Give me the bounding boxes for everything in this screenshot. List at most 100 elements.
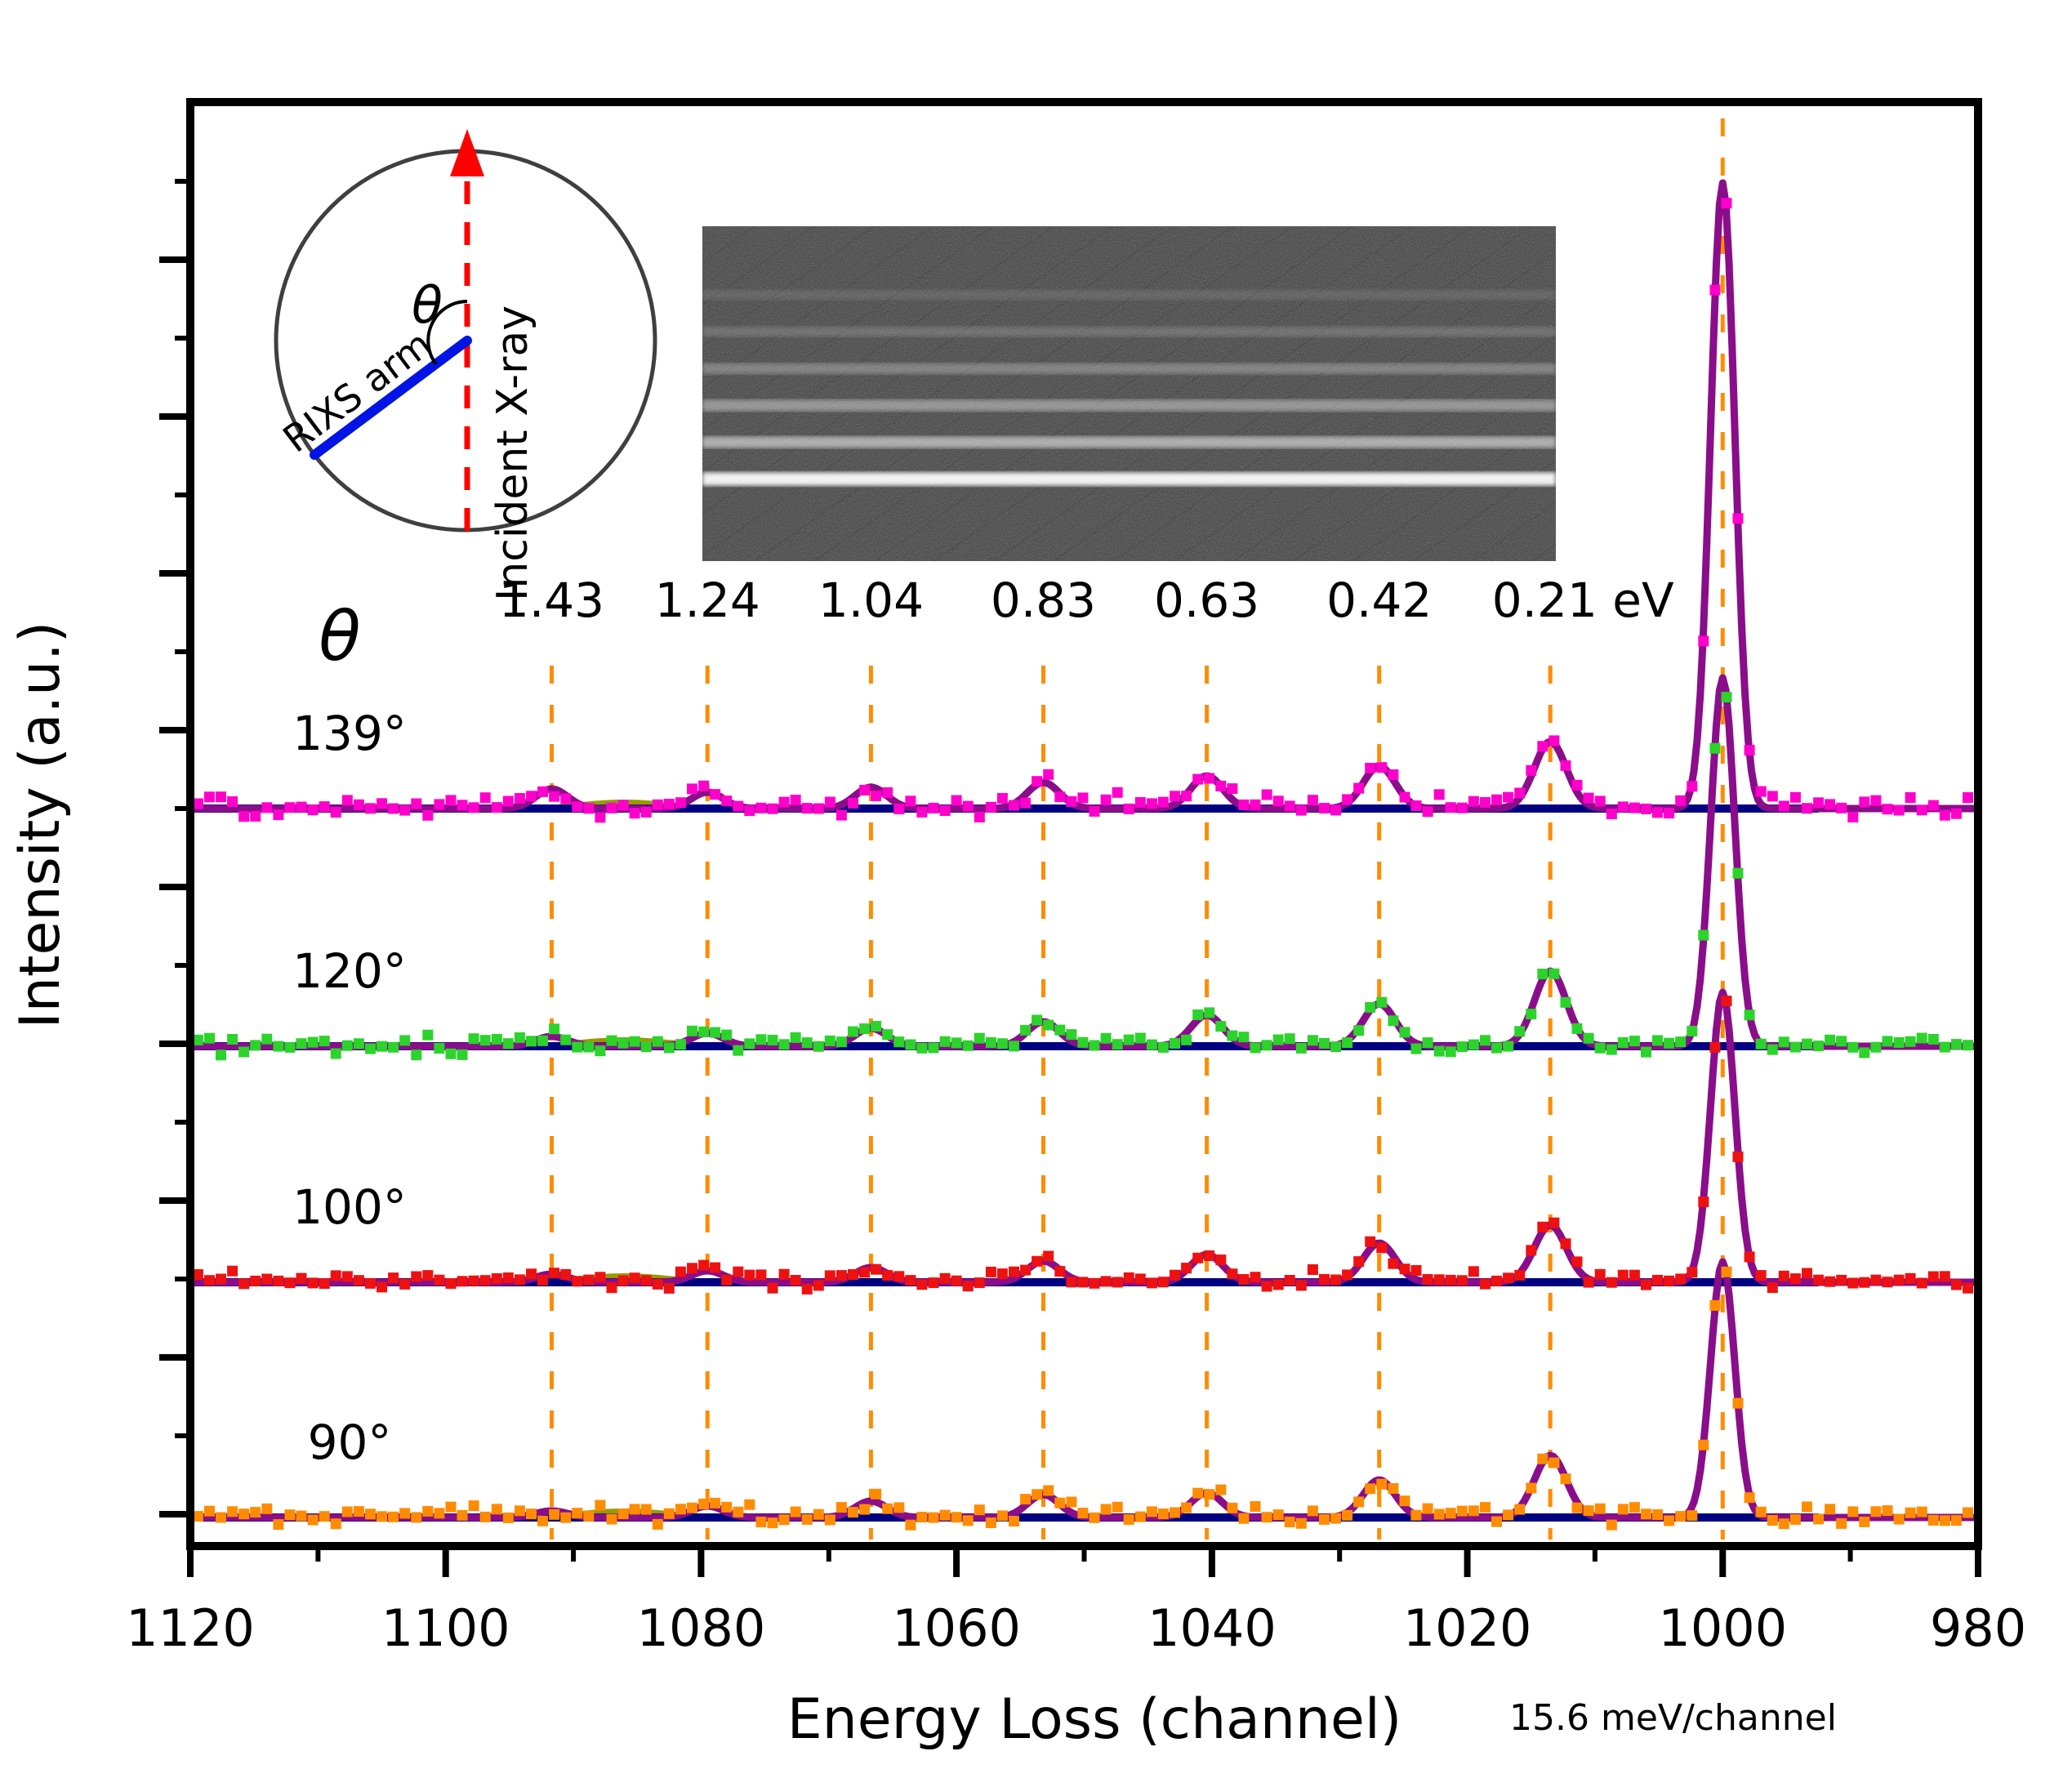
data-point <box>1388 1015 1399 1027</box>
data-point <box>1353 1025 1365 1036</box>
phonon-stripe-5 <box>702 290 1556 301</box>
data-point <box>468 1033 479 1045</box>
data-point <box>1365 1483 1376 1495</box>
data-point <box>1100 1504 1112 1515</box>
data-point <box>790 1032 801 1043</box>
data-point <box>1295 804 1307 816</box>
data-point <box>1238 1274 1250 1285</box>
data-point <box>1939 1271 1950 1282</box>
data-point <box>1134 797 1146 808</box>
data-point <box>1307 1035 1318 1046</box>
data-point <box>192 1269 203 1280</box>
data-point <box>445 1048 457 1059</box>
data-point <box>652 1278 663 1290</box>
data-point <box>652 799 663 810</box>
data-point <box>491 1273 502 1284</box>
data-point <box>1433 1508 1445 1520</box>
data-point <box>216 791 226 803</box>
data-point <box>388 1272 399 1284</box>
data-point <box>1295 1042 1307 1054</box>
data-point <box>595 1272 606 1283</box>
data-point <box>1950 808 1962 819</box>
data-point <box>491 1033 502 1045</box>
data-point <box>1112 1277 1123 1288</box>
data-point <box>572 801 583 813</box>
baseline-group <box>190 804 1819 1522</box>
data-point <box>996 1510 1008 1522</box>
data-point <box>1066 1029 1077 1041</box>
data-point <box>537 1035 548 1046</box>
data-point <box>341 795 353 806</box>
data-point <box>595 1045 606 1057</box>
data-point <box>755 1269 767 1281</box>
data-point <box>1687 1026 1698 1036</box>
data-point <box>1560 760 1571 771</box>
data-point <box>1032 776 1043 787</box>
data-point <box>353 1038 364 1049</box>
data-point <box>1767 1282 1778 1294</box>
data-point <box>1963 1507 1973 1518</box>
data-point <box>1433 789 1445 800</box>
data-point <box>1514 787 1526 799</box>
data-point <box>882 787 893 798</box>
data-point <box>767 803 778 814</box>
data-point <box>572 1041 583 1053</box>
data-point <box>813 803 824 814</box>
data-point <box>1825 1276 1836 1287</box>
data-point <box>905 1519 916 1531</box>
data-point <box>1353 782 1365 794</box>
detector-scratches <box>702 226 1556 561</box>
data-point <box>1388 1258 1399 1269</box>
data-point <box>1112 1501 1123 1513</box>
data-point <box>502 1038 514 1049</box>
data-point <box>1514 1026 1526 1037</box>
data-point <box>755 802 767 813</box>
data-point <box>1825 799 1836 810</box>
data-point <box>560 1034 572 1045</box>
data-point <box>1192 1487 1204 1499</box>
data-point <box>479 1511 491 1522</box>
data-point <box>549 791 560 802</box>
data-point <box>698 780 710 791</box>
data-point <box>365 803 376 814</box>
data-point <box>710 789 721 800</box>
data-point <box>778 796 790 808</box>
data-point <box>1802 1038 1812 1049</box>
data-point <box>1939 809 1950 821</box>
data-point <box>1905 1036 1916 1047</box>
data-point <box>1009 1516 1019 1526</box>
data-point <box>1859 796 1870 808</box>
data-point <box>273 1041 284 1052</box>
data-point <box>1089 805 1100 817</box>
data-point <box>261 802 273 813</box>
data-point <box>491 1504 502 1515</box>
data-point <box>835 809 847 821</box>
data-point <box>1664 1515 1675 1526</box>
data-point <box>801 1513 813 1525</box>
data-point <box>1526 764 1537 776</box>
data-point <box>1066 1277 1077 1288</box>
data-point <box>411 798 422 809</box>
data-point <box>1698 1439 1709 1451</box>
data-point <box>1054 1497 1066 1508</box>
data-point <box>1709 742 1721 754</box>
data-point <box>1629 1036 1640 1047</box>
data-point <box>1215 1484 1227 1495</box>
data-point <box>1950 1039 1962 1050</box>
data-point <box>1032 1255 1043 1267</box>
phonon-energy-label: 0.63 <box>1154 573 1259 628</box>
data-point <box>1157 796 1169 808</box>
data-point <box>227 1034 238 1045</box>
data-point <box>319 1278 330 1289</box>
data-point <box>560 1512 572 1523</box>
data-point <box>1238 799 1250 810</box>
data-point <box>434 1274 445 1286</box>
data-point <box>1594 795 1606 807</box>
data-point <box>1571 1023 1583 1034</box>
phonon-energy-label: 0.83 <box>991 573 1096 628</box>
data-point <box>871 791 882 801</box>
data-point <box>549 1023 560 1035</box>
data-point <box>1893 804 1905 816</box>
data-point <box>1503 1041 1514 1052</box>
data-point <box>835 1036 847 1048</box>
